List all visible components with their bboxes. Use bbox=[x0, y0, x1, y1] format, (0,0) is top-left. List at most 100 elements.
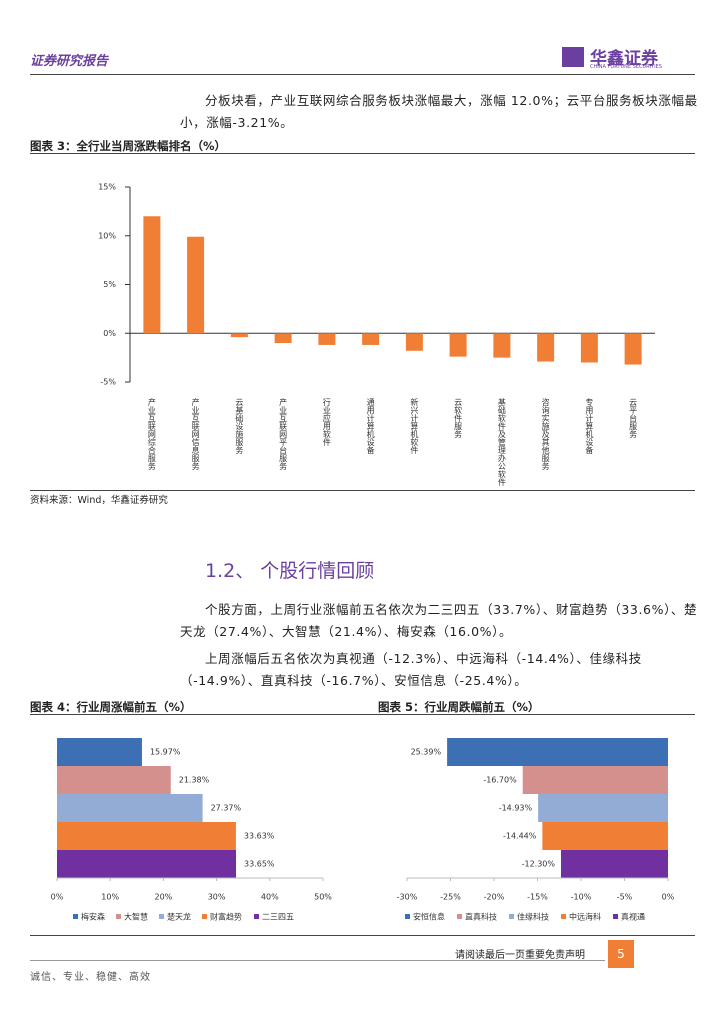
header-title: 证券研究报告 bbox=[30, 54, 109, 69]
legend-swatch bbox=[561, 914, 566, 919]
paragraph: 上周涨幅后五名依次为真视通（-12.3%）、中远海科（-14.4%）、佳缘科技（… bbox=[180, 651, 642, 688]
bar bbox=[493, 333, 511, 358]
disclaimer: 请阅读最后一页重要免责声明 bbox=[455, 950, 585, 961]
figure-caption: 图表 4：行业周涨幅前五（%） bbox=[30, 700, 192, 714]
x-tick-label: 云平台服务 bbox=[629, 398, 638, 439]
bar bbox=[405, 333, 423, 351]
bar bbox=[560, 850, 668, 878]
x-tick-label: 专用计算机设备 bbox=[585, 397, 594, 455]
legend-label: 真视通 bbox=[621, 912, 645, 922]
logo-en: CHINA FORTUNE SECURITIES bbox=[590, 64, 662, 70]
legend-swatch bbox=[159, 914, 164, 919]
motto: 诚信、专业、稳健、高效 bbox=[30, 972, 151, 983]
y-tick-label: 10% bbox=[98, 231, 116, 240]
chart: 25.39% -16.70% -14.93% -14.44% -12.30% -30% -2… bbox=[397, 738, 675, 922]
x-tick-label: -5% bbox=[617, 893, 633, 902]
caption-rule bbox=[30, 153, 695, 154]
x-tick-label: 10% bbox=[101, 893, 119, 902]
bar bbox=[187, 236, 205, 334]
source: 资料来源：Wind，华鑫证券研究 bbox=[30, 495, 168, 506]
logo-icon bbox=[562, 47, 584, 67]
value-label: -14.44% bbox=[503, 832, 537, 841]
x-tick-label: 40% bbox=[261, 893, 279, 902]
bar bbox=[57, 822, 236, 850]
legend-label: 中远海科 bbox=[569, 912, 601, 922]
x-tick-label: 新兴计算机软件 bbox=[410, 397, 419, 455]
legend-label: 财富趋势 bbox=[210, 912, 242, 922]
bar bbox=[580, 333, 598, 363]
value-label: 33.63% bbox=[244, 832, 275, 841]
caption-rule bbox=[30, 714, 695, 715]
bar bbox=[447, 738, 668, 766]
y-tick-label: 0% bbox=[103, 329, 116, 338]
value-label: -16.70% bbox=[483, 776, 517, 785]
page-number: 5 bbox=[608, 940, 634, 968]
value-label: 33.65% bbox=[244, 860, 275, 869]
paragraph: 分板块看，产业互联网综合服务板块涨幅最大，涨幅 12.0%；云平台服务板块涨幅最… bbox=[180, 93, 698, 130]
header-rule bbox=[30, 74, 695, 75]
legend-swatch bbox=[73, 914, 78, 919]
bar bbox=[449, 333, 467, 357]
legend-label: 大智慧 bbox=[124, 912, 148, 922]
x-tick-label: 产业互联网平台服务 bbox=[279, 397, 288, 471]
bar bbox=[362, 333, 380, 345]
x-tick-label: 30% bbox=[208, 893, 226, 902]
x-tick-label: 产业互联网信息服务 bbox=[191, 397, 200, 471]
bar bbox=[538, 794, 668, 822]
bar bbox=[230, 333, 248, 338]
bar bbox=[318, 333, 336, 345]
legend-swatch bbox=[509, 914, 514, 919]
footer-rule bbox=[30, 960, 605, 961]
x-tick-label: 基础软件及管理办公软件 bbox=[497, 397, 506, 487]
y-tick-label: 5% bbox=[103, 280, 116, 289]
legend-swatch bbox=[202, 914, 207, 919]
value-label: 27.37% bbox=[211, 804, 242, 813]
figure-caption: 图表 3：全行业当周涨跌幅排名（%） bbox=[30, 139, 227, 153]
value-label: -14.93% bbox=[499, 804, 533, 813]
bar bbox=[143, 216, 161, 334]
x-tick-label: 云基础设施服务 bbox=[235, 398, 244, 455]
bar bbox=[274, 333, 292, 343]
x-tick-label: -30% bbox=[397, 893, 418, 902]
legend-label: 佳缘科技 bbox=[517, 912, 549, 922]
bar bbox=[537, 333, 555, 362]
logo-text: 华鑫证券 bbox=[590, 49, 658, 69]
x-tick-label: 产业互联网综合服务 bbox=[147, 397, 156, 471]
x-tick-label: -20% bbox=[484, 893, 505, 902]
x-tick-label: 20% bbox=[155, 893, 173, 902]
legend-label: 梅安森 bbox=[81, 912, 105, 922]
y-tick-label: -5% bbox=[100, 378, 116, 387]
legend-swatch bbox=[405, 914, 410, 919]
footer-rule bbox=[30, 935, 695, 936]
source-rule bbox=[30, 490, 695, 491]
bar bbox=[57, 794, 203, 822]
figure-caption: 图表 5：行业周跌幅前五（%） bbox=[378, 700, 540, 714]
x-tick-label: -15% bbox=[527, 893, 548, 902]
value-label: 21.38% bbox=[179, 776, 210, 785]
x-tick-label: 咨询实施及其他服务 bbox=[541, 397, 550, 471]
x-tick-label: 云软件服务 bbox=[454, 398, 463, 439]
y-tick-label: 15% bbox=[98, 183, 116, 192]
x-tick-label: -25% bbox=[440, 893, 461, 902]
x-tick-label: 0% bbox=[662, 893, 675, 902]
value-label: 25.39% bbox=[411, 748, 442, 757]
legend-swatch bbox=[116, 914, 121, 919]
value-label: 15.97% bbox=[150, 748, 181, 757]
legend-label: 安恒信息 bbox=[413, 912, 445, 922]
chart: 15.97% 21.38% 27.37% 33.63% 33.65% 0% 10% 20% 30… bbox=[51, 738, 332, 922]
bar bbox=[57, 850, 237, 878]
legend-label: 楚天龙 bbox=[167, 912, 191, 922]
x-tick-label: 行业应用软件 bbox=[322, 397, 331, 447]
bar bbox=[624, 333, 642, 365]
legend-label: 二三四五 bbox=[262, 913, 294, 922]
x-tick-label: 50% bbox=[314, 893, 332, 902]
x-tick-label: -10% bbox=[571, 893, 592, 902]
legend-swatch bbox=[613, 914, 618, 919]
bar bbox=[57, 766, 171, 794]
legend-swatch bbox=[254, 914, 259, 919]
bar bbox=[57, 738, 142, 766]
paragraph: 个股方面，上周行业涨幅前五名依次为二三四五（33.7%）、财富趋势（33.6%）… bbox=[180, 602, 698, 639]
chart: -5% 0% 5% 10% 15% 产业互联网综合服务 产业互联网信息服务 云基础设施服务 产业… bbox=[98, 183, 655, 487]
